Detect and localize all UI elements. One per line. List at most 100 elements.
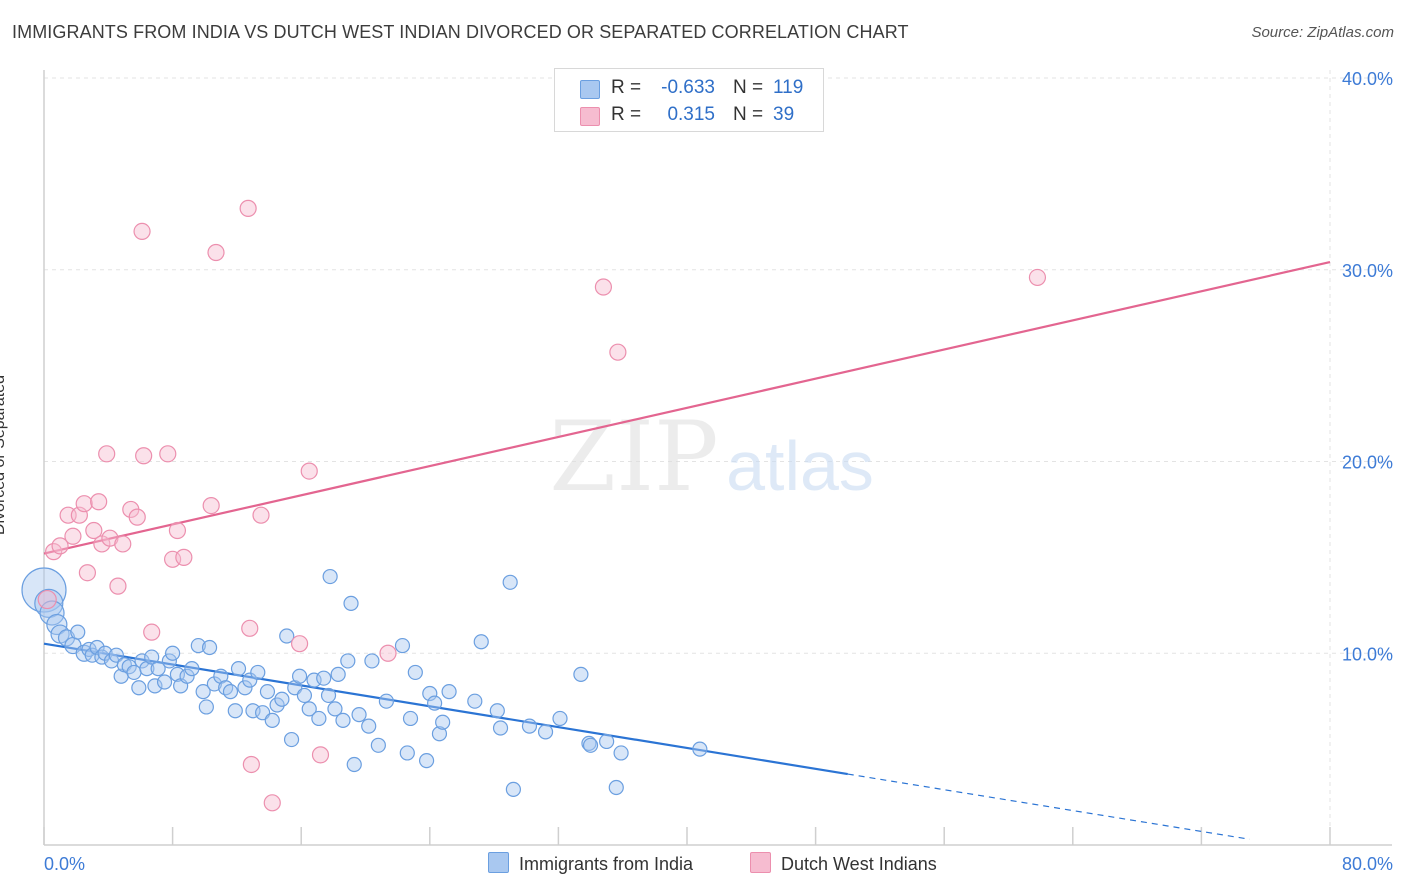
legend-r-label: R = [611,77,642,98]
point-india [537,724,554,740]
point-dutch [594,278,613,296]
point-india [242,672,258,688]
point-india [502,574,518,590]
tick-labels: 10.0% 20.0% 30.0% 40.0% 0.0% 80.0% [44,69,1393,874]
point-india [201,639,218,656]
point-india [467,693,483,709]
point-dutch [207,243,225,262]
point-india [441,683,457,700]
source-credit: Source: ZipAtlas.com [1251,24,1394,41]
watermark: ZIP atlas [549,401,874,513]
point-india [165,645,181,661]
point-dutch [78,564,97,582]
point-india [250,664,266,681]
point-dutch [311,746,330,764]
point-india [613,745,629,761]
point-india [418,753,435,769]
point-dutch [133,222,151,240]
bottom-legend-swatch-india [488,852,509,873]
point-india [552,710,568,727]
point-dutch [90,493,108,511]
point-india [144,649,160,665]
point-india [283,731,300,748]
point-india [327,701,343,717]
point-india [264,712,280,728]
legend-n-value: 39 [773,104,795,125]
legend-n-value: 119 [773,77,804,98]
point-india [39,600,65,626]
point-india [245,703,261,719]
point-india [340,653,356,669]
point-india [311,710,327,727]
point-dutch [241,619,259,637]
point-india [296,687,313,704]
point-dutch [609,343,627,361]
y-tick-label: 40.0% [1342,69,1393,89]
point-india [84,647,100,663]
chart-title: IMMIGRANTS FROM INDIA VS DUTCH WEST INDI… [12,22,909,42]
point-india [573,666,589,682]
point-india [147,678,163,694]
point-india [692,741,708,757]
legend-r-label: R = [611,104,642,125]
bottom-legend-swatch-dutch [750,852,771,873]
point-india [230,660,247,677]
point-dutch [64,527,82,545]
point-india [150,660,166,677]
point-india [190,637,206,654]
point-dutch [85,521,103,540]
point-dutch [379,644,397,662]
point-dutch [109,577,127,595]
point-india [316,670,332,686]
point-dutch [290,635,309,653]
point-india [394,637,411,654]
point-dutch [51,537,69,555]
point-dutch [75,495,93,513]
point-india [335,712,351,728]
trend-line-india [43,642,848,776]
point-dutch [202,497,220,515]
y-tick-label: 30.0% [1342,261,1393,281]
y-tick-label: 10.0% [1342,644,1393,664]
legend-swatch-dutch [580,107,600,126]
point-india [322,568,338,585]
point-india [608,779,624,796]
point-india [89,639,105,656]
point-india [489,703,505,719]
point-india [227,703,243,719]
point-india [599,733,615,750]
point-india [195,683,211,700]
point-dutch [1028,268,1047,287]
point-dutch [37,589,57,610]
point-india [521,718,538,734]
series-points [37,199,1047,812]
point-india [492,720,509,736]
point-india [361,718,377,734]
watermark-zip: ZIP [549,401,718,513]
legend-n-label: N = [733,77,764,98]
point-india [346,756,362,773]
legend-n-label: N = [733,104,764,125]
legend-row-dutch: R = 0.315 N = 39 [555,102,823,128]
point-india [378,693,394,709]
point-india [582,737,599,753]
point-india [505,781,521,797]
point-india [291,668,308,684]
point-india [301,701,317,717]
point-india [431,726,448,742]
point-dutch [128,508,146,526]
point-india [70,624,86,640]
point-india [306,672,322,688]
x-tick-label: 0.0% [44,854,85,874]
point-india [259,683,276,700]
point-india [422,685,438,702]
point-india [370,737,386,753]
point-india [279,628,295,644]
data-points [21,199,1047,812]
point-india [473,634,489,650]
point-india [402,710,419,727]
point-india [156,674,173,690]
point-india [198,699,214,715]
watermark-atlas: atlas [726,427,874,505]
legend-swatch-india [580,80,600,99]
